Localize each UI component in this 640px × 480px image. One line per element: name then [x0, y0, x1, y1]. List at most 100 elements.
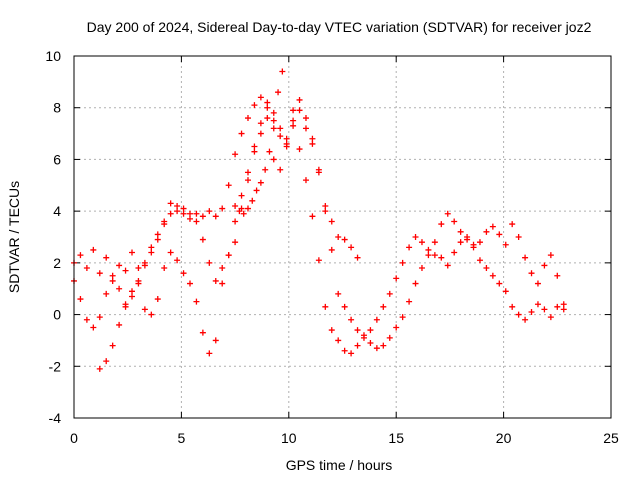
data-point: [277, 166, 284, 173]
data-point: [122, 267, 129, 274]
data-point: [219, 280, 226, 287]
y-tick-label: 4: [53, 203, 61, 219]
data-point: [77, 252, 84, 259]
data-point: [502, 288, 509, 295]
data-point: [547, 314, 554, 321]
data-point: [277, 125, 284, 132]
data-point: [96, 270, 103, 277]
data-point: [341, 303, 348, 310]
data-point: [348, 244, 355, 251]
data-point: [251, 102, 258, 109]
data-point: [206, 350, 213, 357]
data-point: [399, 259, 406, 266]
data-point: [393, 275, 400, 282]
data-point: [335, 290, 342, 297]
data-point: [296, 107, 303, 114]
y-tick-label: 0: [53, 307, 61, 323]
data-point: [354, 342, 361, 349]
y-tick-label: 8: [53, 100, 61, 116]
data-point: [283, 135, 290, 142]
data-point: [244, 169, 251, 176]
data-point: [199, 236, 206, 243]
data-point: [270, 117, 277, 124]
data-point: [522, 254, 529, 261]
data-point: [309, 140, 316, 147]
data-point: [253, 187, 260, 194]
x-tick-label: 0: [70, 430, 78, 446]
data-points: [71, 68, 567, 372]
data-point: [296, 96, 303, 103]
data-point: [266, 148, 273, 155]
data-point: [174, 202, 181, 209]
data-point: [541, 262, 548, 269]
data-point: [489, 223, 496, 230]
data-point: [328, 218, 335, 225]
data-point: [186, 210, 193, 217]
data-point: [232, 239, 239, 246]
data-point: [290, 107, 297, 114]
data-point: [116, 262, 123, 269]
data-point: [264, 115, 271, 122]
data-point: [240, 210, 247, 217]
y-axis-label: SDTVAR / TECUs: [6, 181, 22, 293]
data-point: [431, 252, 438, 259]
data-point: [290, 122, 297, 129]
data-point: [457, 228, 464, 235]
data-point: [302, 115, 309, 122]
data-point: [412, 280, 419, 287]
data-point: [90, 324, 97, 331]
data-point: [315, 166, 322, 173]
series-track-3: [96, 104, 361, 372]
data-point: [328, 246, 335, 253]
data-point: [161, 221, 168, 228]
data-point: [406, 298, 413, 305]
data-point: [438, 254, 445, 261]
data-point: [193, 218, 200, 225]
data-point: [264, 104, 271, 111]
data-point: [283, 140, 290, 147]
data-point: [451, 249, 458, 256]
x-tick-label: 20: [496, 430, 512, 446]
data-point: [154, 296, 161, 303]
data-point: [360, 332, 367, 339]
data-point: [148, 244, 155, 251]
data-point: [180, 270, 187, 277]
data-point: [335, 337, 342, 344]
data-point: [128, 293, 135, 300]
data-point: [476, 257, 483, 264]
data-point: [232, 218, 239, 225]
data-point: [238, 192, 245, 199]
x-tick-label: 10: [281, 430, 297, 446]
data-point: [103, 254, 110, 261]
data-point: [406, 244, 413, 251]
data-point: [335, 234, 342, 240]
data-point: [141, 306, 148, 313]
data-point: [528, 308, 535, 315]
data-point: [186, 215, 193, 222]
tick-labels: 0 5 10 15 20 25 -4 -2 0 2 4 6 8 10: [45, 48, 619, 446]
data-point: [373, 316, 380, 323]
data-point: [522, 316, 529, 323]
data-point: [277, 133, 284, 140]
data-point: [167, 200, 174, 207]
x-tick-label: 15: [388, 430, 404, 446]
data-point: [257, 120, 264, 127]
data-point: [425, 252, 432, 259]
data-point: [180, 205, 187, 212]
data-point: [348, 350, 355, 357]
data-point: [148, 311, 155, 318]
data-point: [302, 125, 309, 132]
data-point: [251, 148, 258, 155]
data-point: [225, 182, 232, 189]
y-tick-label: 2: [53, 255, 61, 271]
data-point: [180, 210, 187, 217]
data-point: [412, 234, 419, 240]
data-point: [386, 290, 393, 297]
data-point: [328, 327, 335, 334]
data-point: [373, 345, 380, 352]
data-point: [122, 303, 129, 310]
data-point: [109, 342, 116, 349]
data-point: [270, 109, 277, 116]
data-point: [302, 177, 309, 184]
x-tick-label: 25: [603, 430, 619, 446]
